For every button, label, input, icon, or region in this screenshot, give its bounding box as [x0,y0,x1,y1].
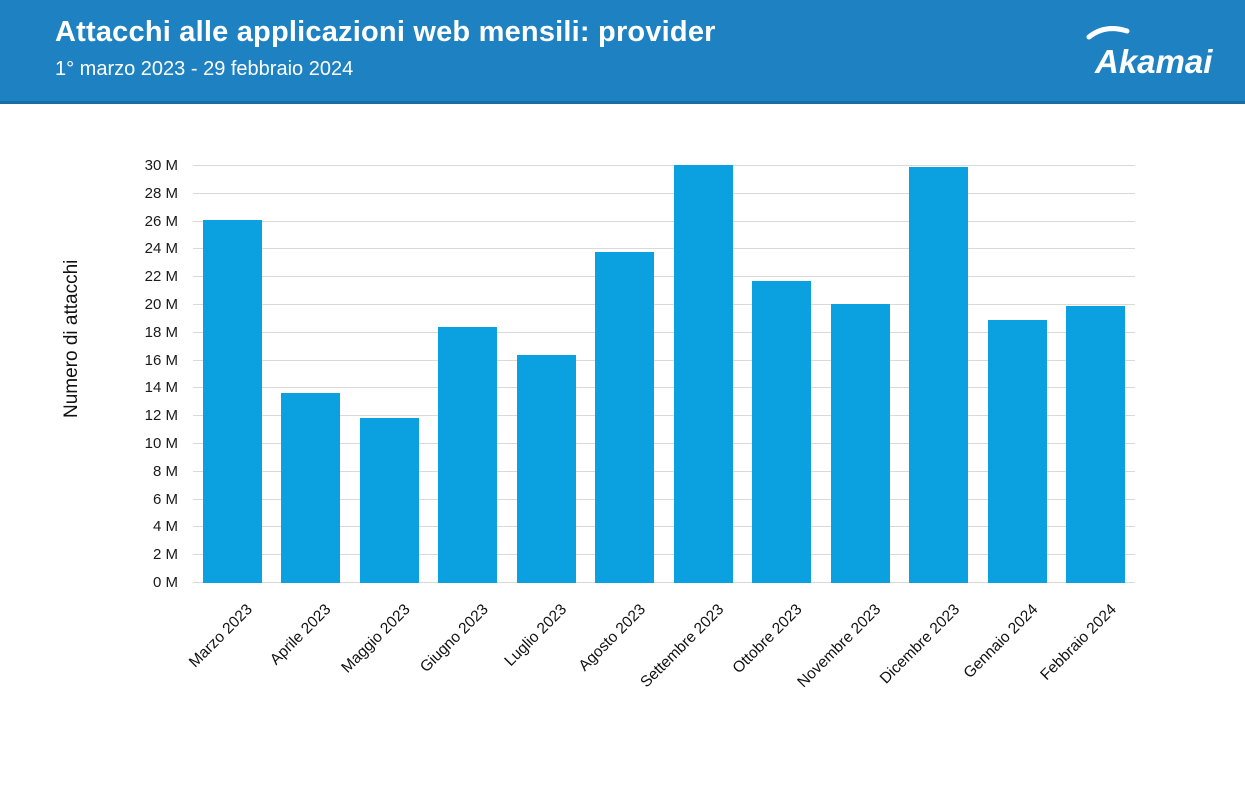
y-axis-tick: 14 M [144,379,178,397]
y-axis-tick: 0 M [152,574,178,591]
akamai-swoosh-icon [1057,24,1087,84]
gridline [193,443,1135,444]
page-title: Attacchi alle applicazioni web mensili: … [55,16,716,48]
gridline [193,276,1135,278]
akamai-logo: Akamai [1057,24,1213,84]
y-axis-tick: 6 M [152,490,178,508]
y-axis-tick: 18 M [144,323,178,341]
x-axis-label: Aprile 2023 [267,601,335,669]
y-axis-tick: 28 M [144,184,178,202]
gridline [193,220,1135,222]
y-axis-tick: 20 M [144,296,178,313]
gridline [193,498,1135,500]
y-axis-tick: 26 M [144,212,178,230]
y-axis-tick: 24 M [144,240,178,258]
bar-maggio-2023 [359,417,419,583]
y-axis-title: Numero di attacchi [61,259,82,418]
gridline [193,582,1135,583]
bar-novembre-2023 [830,303,890,583]
gridline [193,526,1135,528]
bar-giugno-2023 [438,327,498,583]
gridline [193,554,1135,556]
gridline [193,165,1135,166]
x-axis-label: Luglio 2023 [501,601,571,670]
page-subtitle: 1° marzo 2023 - 29 febbraio 2024 [55,58,354,80]
x-axis-label: Febbraio 2024 [1037,601,1120,684]
bar-marzo-2023 [202,220,262,583]
bar-agosto-2023 [595,252,655,583]
bar-ottobre-2023 [752,281,812,583]
bar-gennaio-2024 [987,320,1047,583]
y-axis-tick: 16 M [144,351,178,369]
y-axis-tick: 10 M [144,435,178,452]
y-axis-tick: 22 M [144,268,178,286]
x-axis-label: Giugno 2023 [416,601,492,676]
akamai-arc-icon [1086,26,1130,40]
gridline [193,470,1135,472]
x-axis-label: Settembre 2023 [637,601,728,692]
y-axis-tick: 2 M [152,546,178,564]
bar-settembre-2023 [673,164,733,583]
gridline [193,359,1135,361]
gridline [193,304,1135,305]
y-axis-tick: 12 M [144,407,178,425]
y-axis-tick: 4 M [152,518,178,536]
akamai-wordmark: Akamai [1094,43,1213,80]
x-axis-label: Novembre 2023 [794,601,885,692]
y-axis-tick: 8 M [152,462,178,480]
x-axis-label: Agosto 2023 [575,601,649,675]
gridline [193,248,1135,250]
plot-area [193,164,1135,583]
bar-luglio-2023 [516,355,576,583]
gridline [193,192,1135,194]
y-axis-tick: 30 M [144,157,178,174]
bar-dicembre-2023 [909,167,969,583]
bar-aprile-2023 [281,392,341,583]
x-axis-label: Marzo 2023 [186,601,257,671]
gridline [193,387,1135,389]
header-banner: Attacchi alle applicazioni web mensili: … [0,0,1245,104]
gridline [193,331,1135,333]
x-axis-label: Maggio 2023 [337,601,414,677]
x-axis-label: Ottobre 2023 [729,601,806,678]
x-axis-label: Dicembre 2023 [876,601,963,688]
gridline [193,415,1135,417]
x-axis-label: Gennaio 2024 [960,601,1042,682]
bar-febbraio-2024 [1066,306,1126,583]
